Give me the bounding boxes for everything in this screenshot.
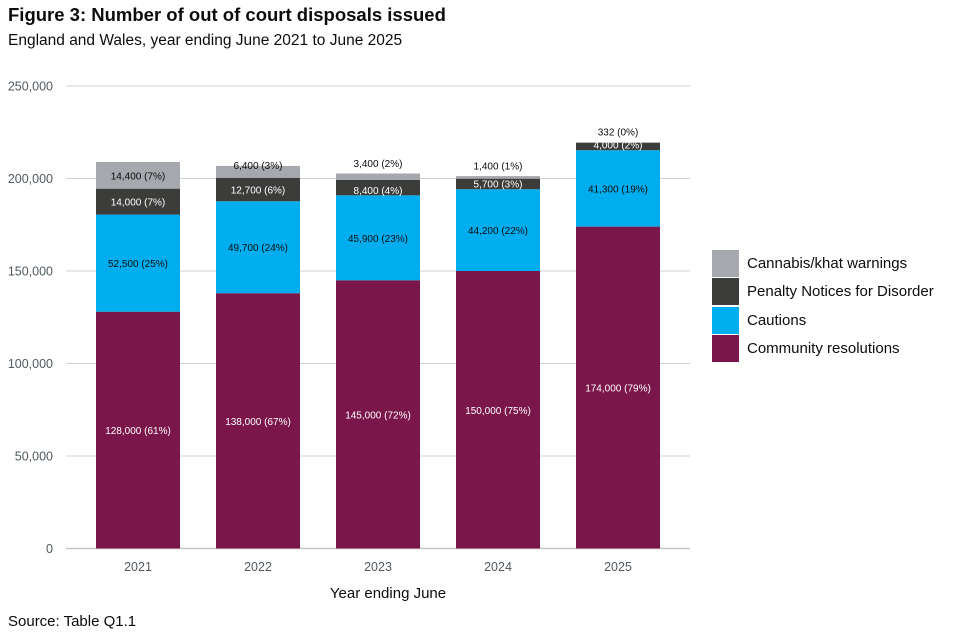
source-note: Source: Table Q1.1 xyxy=(8,613,137,630)
x-tick-label: 2024 xyxy=(484,560,512,574)
data-label: 4,000 (2%) xyxy=(594,141,643,152)
data-label: 44,200 (22%) xyxy=(468,226,528,237)
y-tick-label: 100,000 xyxy=(8,357,53,371)
chart-legend: Cannabis/khat warnings Penalty Notices fo… xyxy=(712,249,934,363)
bar-segment-cautions xyxy=(96,214,180,312)
legend-swatch xyxy=(712,335,739,363)
data-label: 12,700 (6%) xyxy=(231,186,285,197)
y-tick-label: 250,000 xyxy=(8,80,53,94)
bar-segment-cannabis-khat-warnings xyxy=(576,142,660,143)
legend-label: Cautions xyxy=(747,311,807,329)
bar-segment-penalty-notices-for-disorder xyxy=(216,177,300,202)
data-label: 128,000 (61%) xyxy=(105,426,171,437)
bar-segment-cautions xyxy=(216,201,300,294)
bar-segment-community-resolutions xyxy=(336,280,420,549)
x-tick-label: 2025 xyxy=(604,560,632,574)
legend-label: Penalty Notices for Disorder xyxy=(747,283,934,301)
y-tick-label: 0 xyxy=(46,542,53,556)
data-label: 174,000 (79%) xyxy=(585,384,651,395)
bar-segment-cautions xyxy=(576,150,660,227)
bar-segment-penalty-notices-for-disorder xyxy=(96,188,180,215)
bar-segment-penalty-notices-for-disorder xyxy=(456,178,540,190)
data-label: 14,400 (7%) xyxy=(111,171,165,182)
data-label: 145,000 (72%) xyxy=(345,410,411,421)
bar-segment-community-resolutions xyxy=(96,311,180,549)
data-label: 3,400 (2%) xyxy=(354,159,403,170)
legend-swatch xyxy=(712,278,739,306)
bar-segment-cannabis-khat-warnings xyxy=(336,173,420,180)
data-label: 1,400 (1%) xyxy=(474,162,523,173)
data-label: 8,400 (4%) xyxy=(354,186,403,197)
y-tick-label: 200,000 xyxy=(8,172,53,186)
bar-segment-cannabis-khat-warnings xyxy=(456,176,540,179)
legend-item: Community resolutions xyxy=(712,335,934,364)
data-label: 41,300 (19%) xyxy=(588,184,648,195)
x-tick-label: 2022 xyxy=(244,560,272,574)
legend-swatch xyxy=(712,249,739,277)
y-tick-label: 150,000 xyxy=(8,265,53,279)
legend-item: Cannabis/khat warnings xyxy=(712,249,934,278)
y-tick-label: 50,000 xyxy=(15,450,53,464)
data-label: 332 (0%) xyxy=(598,128,639,139)
data-label: 5,700 (3%) xyxy=(474,180,523,191)
legend-item: Penalty Notices for Disorder xyxy=(712,278,934,307)
bar-segment-cautions xyxy=(456,189,540,271)
x-tick-label: 2023 xyxy=(364,560,392,574)
data-label: 14,000 (7%) xyxy=(111,198,165,209)
bar-segment-community-resolutions xyxy=(456,271,540,549)
legend-label: Cannabis/khat warnings xyxy=(747,254,908,272)
x-tick-label: 2021 xyxy=(124,560,152,574)
data-label: 6,400 (3%) xyxy=(234,161,283,172)
bar-segment-penalty-notices-for-disorder xyxy=(576,142,660,151)
bar-segment-cautions xyxy=(336,195,420,281)
legend-label: Community resolutions xyxy=(747,340,900,358)
data-label: 150,000 (75%) xyxy=(465,406,531,417)
data-label: 49,700 (24%) xyxy=(228,243,288,254)
legend-swatch xyxy=(712,306,739,334)
bar-segment-penalty-notices-for-disorder xyxy=(336,179,420,196)
x-axis-title: Year ending June xyxy=(330,585,446,602)
bar-segment-community-resolutions xyxy=(576,226,660,549)
data-label: 138,000 (67%) xyxy=(225,417,291,428)
bar-segment-cannabis-khat-warnings xyxy=(96,162,180,189)
legend-item: Cautions xyxy=(712,306,934,335)
chart-title: Figure 3: Number of out of court disposa… xyxy=(8,4,446,25)
data-label: 45,900 (23%) xyxy=(348,234,408,245)
data-label: 52,500 (25%) xyxy=(108,259,168,270)
bar-segment-cannabis-khat-warnings xyxy=(216,165,300,178)
chart-subtitle: England and Wales, year ending June 2021… xyxy=(8,32,403,49)
bar-segment-community-resolutions xyxy=(216,293,300,549)
